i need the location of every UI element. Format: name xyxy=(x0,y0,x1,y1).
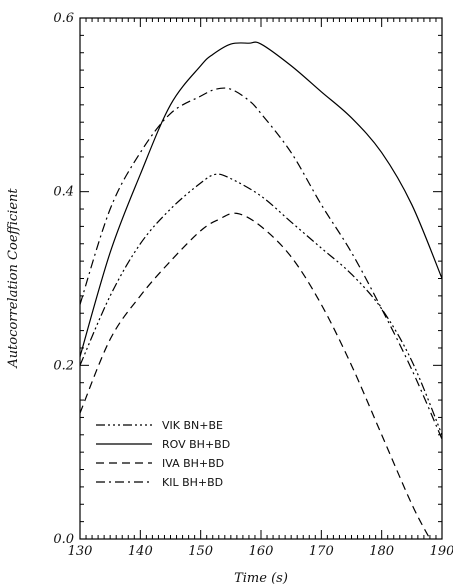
x-tick-label: 180 xyxy=(369,544,394,559)
axis-tick-labels: 130 140 150 160 170 180 190 0.0 0.2 0.4 0.6 xyxy=(53,11,453,559)
series-line-iva-bh-bd xyxy=(79,212,431,540)
legend-label-iva-bh-bd: IVA BH+BD xyxy=(162,457,224,470)
x-tick-label: 140 xyxy=(128,544,153,559)
legend-label-vik-bn-be: VIK BN+BE xyxy=(162,419,223,432)
series-line-kil-bh-bd xyxy=(79,87,443,440)
x-tick-label: 190 xyxy=(430,544,453,559)
legend-label-kil-bh-bd: KIL BH+BD xyxy=(162,476,223,489)
series-line-vik-bn-be xyxy=(79,173,443,436)
y-tick-label: 0.0 xyxy=(53,532,74,547)
plot-frame xyxy=(79,17,443,540)
x-axis-title: Time (s) xyxy=(234,571,288,586)
x-tick-label: 170 xyxy=(309,544,334,559)
legend: VIK BN+BE ROV BH+BD IVA BH+BD KIL BH+BD xyxy=(96,419,230,489)
series-layer xyxy=(79,41,443,540)
legend-label-rov-bh-bd: ROV BH+BD xyxy=(162,438,230,451)
x-tick-label: 160 xyxy=(249,544,274,559)
y-axis-title: Autocorrelation Coefficient xyxy=(6,188,21,369)
y-tick-label: 0.4 xyxy=(53,185,74,200)
y-tick-label: 0.6 xyxy=(53,11,74,26)
series-line-rov-bh-bd xyxy=(79,41,443,357)
x-tick-label: 130 xyxy=(68,544,93,559)
y-tick-label: 0.2 xyxy=(53,358,74,373)
x-tick-label: 150 xyxy=(188,544,213,559)
axis-ticks xyxy=(79,17,443,540)
